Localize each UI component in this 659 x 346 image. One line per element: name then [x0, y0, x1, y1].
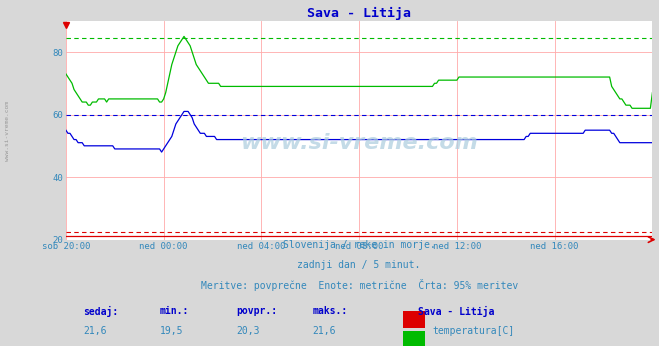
Text: maks.:: maks.: [312, 306, 347, 316]
Title: Sava - Litija: Sava - Litija [307, 7, 411, 20]
Text: www.si-vreme.com: www.si-vreme.com [5, 101, 11, 162]
Text: Slovenija / reke in morje.: Slovenija / reke in morje. [283, 239, 436, 249]
Text: povpr.:: povpr.: [236, 306, 277, 316]
Text: sedaj:: sedaj: [84, 306, 119, 317]
Text: temperatura[C]: temperatura[C] [432, 326, 515, 336]
Text: min.:: min.: [159, 306, 189, 316]
Text: Sava - Litija: Sava - Litija [418, 306, 494, 317]
Text: zadnji dan / 5 minut.: zadnji dan / 5 minut. [297, 260, 421, 270]
Text: www.si-vreme.com: www.si-vreme.com [241, 133, 478, 153]
Text: 19,5: 19,5 [159, 326, 183, 336]
Text: 21,6: 21,6 [312, 326, 335, 336]
FancyBboxPatch shape [403, 311, 426, 328]
Text: 20,3: 20,3 [236, 326, 260, 336]
Text: Meritve: povprečne  Enote: metrične  Črta: 95% meritev: Meritve: povprečne Enote: metrične Črta:… [200, 280, 518, 291]
Text: 21,6: 21,6 [84, 326, 107, 336]
FancyBboxPatch shape [403, 331, 426, 346]
